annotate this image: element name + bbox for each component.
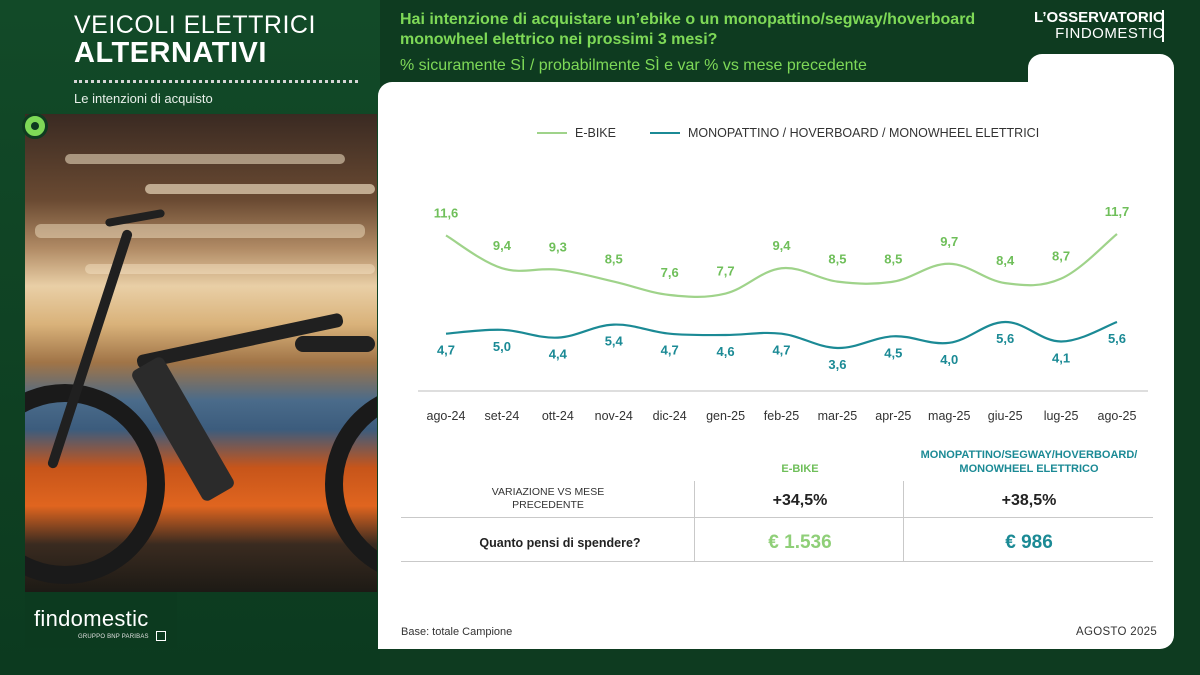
footer-base-note: Base: totale Campione xyxy=(401,626,513,638)
table-value-ebike-variation: +34,5% xyxy=(772,492,828,509)
data-label-scooter: 4,0 xyxy=(940,352,958,367)
brand-logo: findomestic xyxy=(34,606,149,631)
data-label-scooter: 4,5 xyxy=(884,345,902,360)
x-tick-label: nov-24 xyxy=(595,409,633,423)
page-subtitle: Le intenzioni di acquisto xyxy=(74,91,213,106)
x-tick-label: ago-25 xyxy=(1098,409,1137,423)
data-label-ebike: 9,3 xyxy=(549,240,567,255)
data-label-ebike: 8,5 xyxy=(828,252,846,267)
x-tick-label: ago-24 xyxy=(427,409,466,423)
legend-swatch-ebike xyxy=(537,132,567,134)
data-label-scooter: 5,6 xyxy=(1108,331,1126,346)
data-label-ebike: 11,7 xyxy=(1105,204,1130,219)
data-label-ebike: 7,7 xyxy=(717,264,735,279)
chart-panel xyxy=(378,82,1174,649)
brand-plate xyxy=(25,592,177,648)
table-bottom-border xyxy=(401,561,1153,562)
data-label-scooter: 4,7 xyxy=(772,343,790,358)
legend-label-ebike: E-BIKE xyxy=(575,126,616,140)
data-label-scooter: 5,4 xyxy=(605,334,624,349)
series-line-scooter xyxy=(445,320,1118,350)
table-col-divider-1 xyxy=(694,481,695,561)
osservatorio-line2: FINDOMESTIC xyxy=(1055,25,1164,42)
data-label-ebike: 8,4 xyxy=(996,253,1015,268)
series-line-ebike xyxy=(445,233,1118,298)
table-value-scooter-spend: € 986 xyxy=(1005,532,1053,553)
data-label-scooter: 4,1 xyxy=(1052,351,1070,366)
table-row-label-variation: VARIAZIONE VS MESE PRECEDENTE xyxy=(491,486,605,511)
x-tick-label: lug-25 xyxy=(1044,409,1079,423)
table-header-scooter: MONOPATTINO/SEGWAY/HOVERBOARD/ MONOWHEEL… xyxy=(920,449,1138,475)
data-label-scooter: 3,6 xyxy=(828,357,846,372)
ebike-photo xyxy=(25,114,377,592)
data-label-scooter: 4,7 xyxy=(661,343,679,358)
eye-icon xyxy=(22,113,48,139)
data-label-ebike: 8,7 xyxy=(1052,249,1070,264)
bnp-mark-icon xyxy=(156,631,166,641)
page-title-block: VEICOLI ELETTRICI ALTERNATIVI Le intenzi… xyxy=(74,12,364,106)
x-tick-label: apr-25 xyxy=(875,409,911,423)
page-title-line2: ALTERNATIVI xyxy=(74,37,267,69)
table-row-label-spend: Quanto pensi di spendere? xyxy=(479,536,641,550)
data-label-scooter: 5,0 xyxy=(493,339,511,354)
data-label-ebike: 9,7 xyxy=(940,234,958,249)
osservatorio-divider xyxy=(1162,10,1164,42)
data-label-ebike: 8,5 xyxy=(884,252,902,267)
table-col-divider-2 xyxy=(903,481,904,561)
table-header-ebike: E-BIKE xyxy=(781,463,819,475)
title-divider xyxy=(74,80,358,83)
osservatorio-line1: L’OSSERVATORIO xyxy=(1034,9,1165,26)
x-tick-label: mar-25 xyxy=(818,409,858,423)
data-label-ebike: 9,4 xyxy=(772,238,791,253)
footer-date: AGOSTO 2025 xyxy=(1076,626,1158,638)
data-label-ebike: 9,4 xyxy=(493,238,512,253)
x-tick-label: set-24 xyxy=(485,409,520,423)
x-tick-label: giu-25 xyxy=(988,409,1023,423)
legend-item-ebike: E-BIKE xyxy=(537,126,616,140)
data-label-scooter: 4,4 xyxy=(549,347,568,362)
table-value-scooter-variation: +38,5% xyxy=(1001,492,1057,509)
legend-item-scooter: MONOPATTINO / HOVERBOARD / MONOWHEEL ELE… xyxy=(650,126,1039,140)
osservatorio-logo: L’OSSERVATORIO FINDOMESTIC xyxy=(1034,9,1165,42)
table-value-ebike-spend: € 1.536 xyxy=(768,532,832,553)
data-label-scooter: 4,7 xyxy=(437,343,455,358)
brand-subtitle: GRUPPO BNP PARIBAS xyxy=(78,634,149,640)
data-label-scooter: 5,6 xyxy=(996,331,1014,346)
x-tick-label: mag-25 xyxy=(928,409,970,423)
data-label-ebike: 11,6 xyxy=(434,205,459,220)
x-tick-label: ott-24 xyxy=(542,409,574,423)
page-title-line1: VEICOLI ELETTRICI xyxy=(74,11,316,39)
table-row-divider xyxy=(401,517,1153,518)
survey-question: Hai intenzione di acquistare un’ebike o … xyxy=(400,11,976,48)
legend-swatch-scooter xyxy=(650,132,680,134)
data-label-ebike: 7,6 xyxy=(661,265,679,280)
x-tick-label: dic-24 xyxy=(653,409,687,423)
legend-label-scooter: MONOPATTINO / HOVERBOARD / MONOWHEEL ELE… xyxy=(688,126,1040,140)
chart-legend: E-BIKE MONOPATTINO / HOVERBOARD / MONOWH… xyxy=(537,126,1039,140)
data-label-ebike: 8,5 xyxy=(605,252,623,267)
line-chart: 11,6 9,4 9,3 8,5 7,6 7,7 9,4 8,5 8,5 9,7 8,4 8,7 11,… xyxy=(418,204,1148,423)
x-tick-label: feb-25 xyxy=(764,409,799,423)
data-label-scooter: 4,6 xyxy=(717,344,735,359)
x-tick-label: gen-25 xyxy=(706,409,745,423)
survey-subquestion: % sicuramente SÌ / probabilmente SÌ e va… xyxy=(400,57,867,74)
